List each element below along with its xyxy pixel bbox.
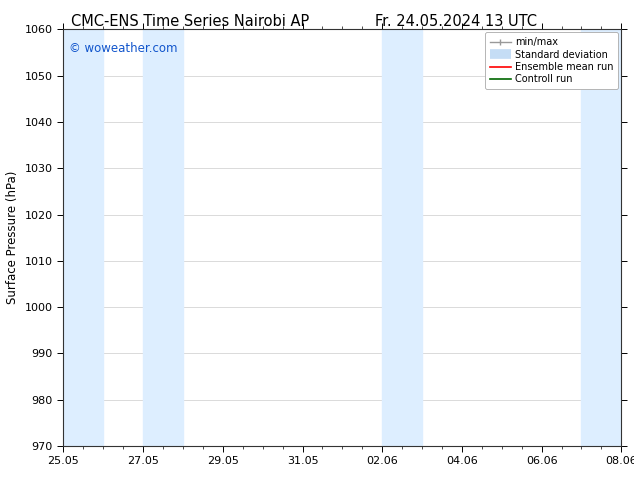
Y-axis label: Surface Pressure (hPa): Surface Pressure (hPa) <box>6 171 19 304</box>
Text: © woweather.com: © woweather.com <box>69 42 178 55</box>
Bar <box>382 29 422 446</box>
Bar <box>63 29 103 446</box>
Bar <box>143 29 183 446</box>
Text: CMC-ENS Time Series Nairobi AP: CMC-ENS Time Series Nairobi AP <box>71 14 309 29</box>
Bar <box>581 29 621 446</box>
Legend: min/max, Standard deviation, Ensemble mean run, Controll run: min/max, Standard deviation, Ensemble me… <box>485 32 618 89</box>
Text: Fr. 24.05.2024 13 UTC: Fr. 24.05.2024 13 UTC <box>375 14 538 29</box>
